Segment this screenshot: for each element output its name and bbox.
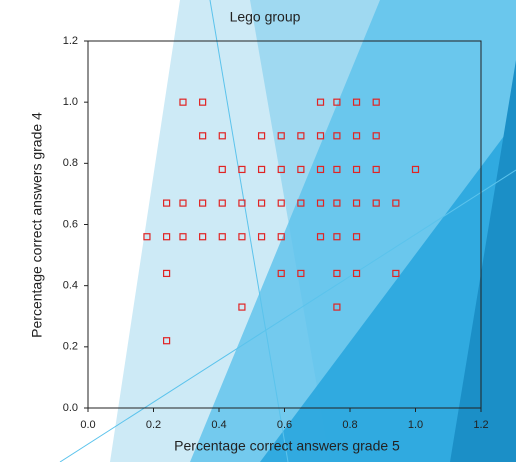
chart: Lego group Percentage correct answers gr… (0, 0, 516, 462)
y-tick-label: 0.6 (63, 218, 78, 230)
y-tick-label: 0.2 (63, 341, 78, 353)
x-tick-label: 1.0 (408, 419, 423, 431)
x-tick-label: 0.2 (146, 419, 161, 431)
x-tick-label: 0.6 (277, 419, 292, 431)
y-tick-label: 1.2 (63, 35, 78, 47)
x-tick-label: 0.0 (80, 419, 95, 431)
x-axis-label: Percentage correct answers grade 5 (174, 438, 400, 454)
background-decoration (60, 0, 516, 462)
y-axis-label: Percentage correct answers grade 4 (29, 112, 45, 338)
x-tick-label: 1.2 (473, 419, 488, 431)
y-tick-label: 0.8 (63, 157, 78, 169)
y-tick-label: 0.4 (63, 280, 78, 292)
x-tick-label: 0.4 (211, 419, 226, 431)
y-tick-label: 1.0 (63, 96, 78, 108)
chart-title: Lego group (230, 9, 301, 25)
y-tick-label: 0.0 (63, 402, 78, 414)
x-tick-label: 0.8 (342, 419, 357, 431)
